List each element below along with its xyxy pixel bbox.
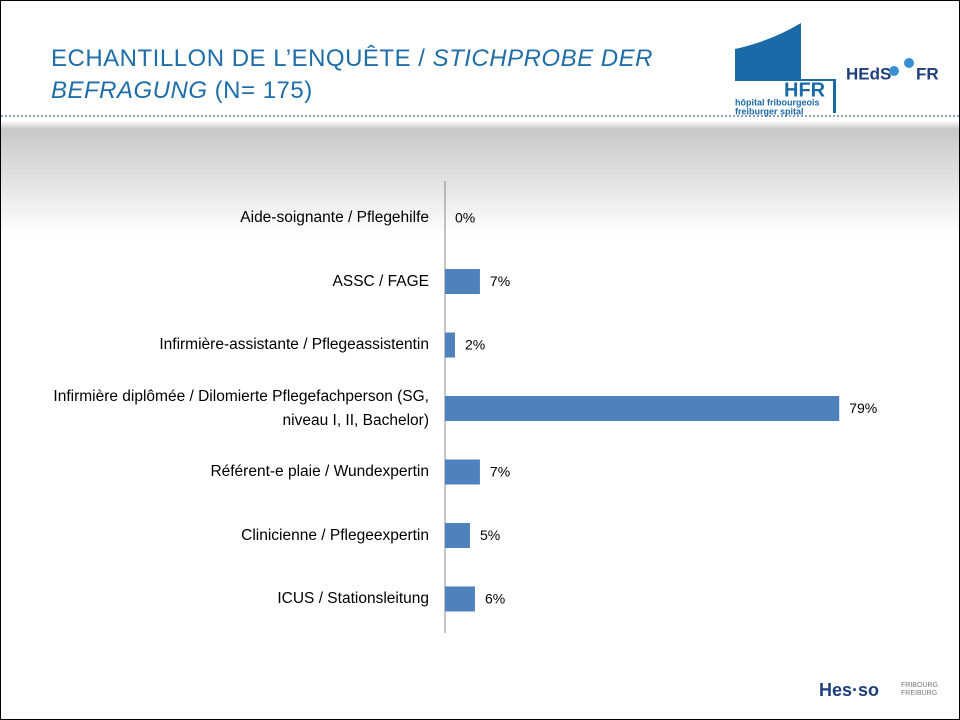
title-part: (N= 175)	[207, 77, 313, 104]
bar	[445, 269, 480, 294]
logo-text: HEdS	[846, 64, 891, 83]
logo-text: FR	[916, 64, 939, 83]
divider	[1, 115, 959, 117]
data-label: 79%	[849, 400, 877, 416]
data-label: 2%	[465, 337, 485, 353]
category-label: Référent-e plaie / Wundexpertin	[210, 463, 429, 480]
category-label: ICUS / Stationsleitung	[277, 590, 429, 607]
data-label: 0%	[455, 210, 475, 226]
data-label: 5%	[480, 527, 500, 543]
logo-text: Hes·so	[819, 680, 879, 700]
data-label: 7%	[490, 273, 510, 289]
hesso-logo: Hes·so FRIBOURG FREIBURG	[819, 680, 938, 700]
title-part: ECHANTILLON DE L’ENQUÊTE /	[51, 45, 433, 72]
logo-text: FRIBOURG	[901, 682, 938, 689]
category-label: Infirmière diplômée / Dilomierte Pflegef…	[53, 387, 429, 429]
logo-text: FREIBURG	[901, 690, 937, 697]
bar	[445, 459, 480, 485]
logo-dot	[904, 58, 914, 68]
hfr-logo: HFR hôpital fribourgeois freiburger spit…	[735, 23, 836, 116]
slide-title: ECHANTILLON DE L’ENQUÊTE / STICHPROBE DE…	[51, 43, 731, 107]
logo-shape	[735, 81, 833, 113]
title-part: BEFRAGUNG	[51, 77, 208, 104]
logo-text: HFR	[784, 79, 826, 101]
data-label: 6%	[485, 591, 505, 607]
logo-dot	[889, 66, 899, 76]
category-label: Aide-soignante / Pflegehilfe	[240, 209, 429, 226]
bar	[445, 396, 840, 421]
bar	[445, 523, 470, 548]
category-label: Infirmière-assistante / Pflegeassistenti…	[159, 336, 429, 353]
title-part: STICHPROBE DER	[432, 45, 653, 72]
logo-text: hôpital fribourgeois	[735, 97, 820, 107]
logo-text: freiburger spital	[735, 106, 804, 116]
bar	[445, 586, 475, 612]
heds-logo: HEdS FR	[846, 58, 939, 83]
category-label: ASSC / FAGE	[332, 272, 429, 290]
data-label: 7%	[490, 464, 510, 480]
bar	[445, 332, 455, 358]
category-label: Clinicienne / Pflegeexpertin	[241, 526, 429, 544]
